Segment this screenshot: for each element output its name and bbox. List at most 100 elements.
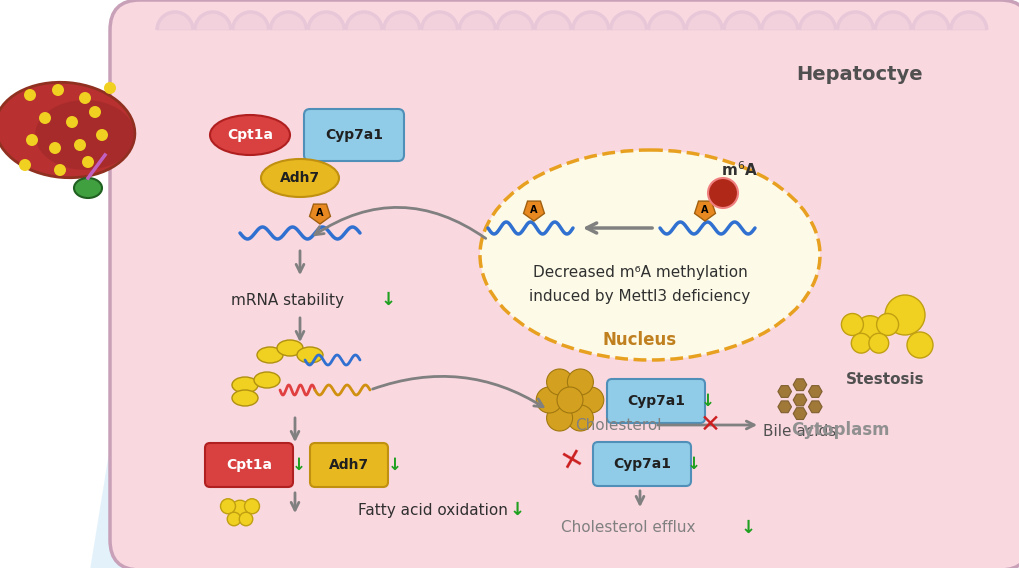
Polygon shape xyxy=(837,12,872,30)
Text: A: A xyxy=(316,208,323,218)
Polygon shape xyxy=(345,12,382,30)
Text: m$^6$A: m$^6$A xyxy=(720,161,758,179)
Text: ↓: ↓ xyxy=(687,455,700,473)
Polygon shape xyxy=(912,12,948,30)
Circle shape xyxy=(96,129,108,141)
Text: Cytoplasm: Cytoplasm xyxy=(790,421,889,439)
Circle shape xyxy=(25,134,38,146)
Ellipse shape xyxy=(480,150,819,360)
Text: Hepatoctye: Hepatoctye xyxy=(796,65,922,85)
Text: ↓: ↓ xyxy=(740,519,755,537)
Circle shape xyxy=(875,314,898,336)
FancyBboxPatch shape xyxy=(110,0,1019,568)
Polygon shape xyxy=(793,379,806,391)
Polygon shape xyxy=(950,12,985,30)
Circle shape xyxy=(52,84,64,96)
Text: ↓: ↓ xyxy=(387,456,401,474)
Ellipse shape xyxy=(254,372,280,388)
Ellipse shape xyxy=(277,340,303,356)
Circle shape xyxy=(39,112,51,124)
Circle shape xyxy=(567,405,593,431)
Text: ✕: ✕ xyxy=(699,413,719,437)
Polygon shape xyxy=(808,401,821,413)
Circle shape xyxy=(227,512,240,526)
Circle shape xyxy=(707,178,738,208)
Polygon shape xyxy=(523,201,544,221)
Circle shape xyxy=(239,512,253,526)
Polygon shape xyxy=(573,12,608,30)
FancyBboxPatch shape xyxy=(592,442,690,486)
Polygon shape xyxy=(793,394,806,406)
Circle shape xyxy=(906,332,932,358)
FancyBboxPatch shape xyxy=(310,443,387,487)
Text: A: A xyxy=(701,205,708,215)
Circle shape xyxy=(19,159,31,171)
Circle shape xyxy=(54,164,66,176)
Text: Cyp7a1: Cyp7a1 xyxy=(325,128,382,142)
Polygon shape xyxy=(874,12,910,30)
Polygon shape xyxy=(383,12,420,30)
Ellipse shape xyxy=(297,347,323,363)
Circle shape xyxy=(868,333,888,353)
Polygon shape xyxy=(309,204,330,224)
Polygon shape xyxy=(723,12,759,30)
Polygon shape xyxy=(308,12,343,30)
Text: Cpt1a: Cpt1a xyxy=(227,128,273,142)
Text: Cpt1a: Cpt1a xyxy=(226,458,272,472)
Circle shape xyxy=(546,405,572,431)
Text: induced by Mettl3 deficiency: induced by Mettl3 deficiency xyxy=(529,290,750,304)
Polygon shape xyxy=(694,201,714,221)
Text: Cholesterol: Cholesterol xyxy=(574,417,660,432)
Text: Adh7: Adh7 xyxy=(328,458,369,472)
Text: A: A xyxy=(530,205,537,215)
Polygon shape xyxy=(535,12,571,30)
Circle shape xyxy=(556,387,583,413)
Text: Bile acids: Bile acids xyxy=(762,424,836,440)
Circle shape xyxy=(230,500,250,520)
Circle shape xyxy=(66,116,77,128)
Polygon shape xyxy=(157,12,193,30)
FancyBboxPatch shape xyxy=(205,443,292,487)
Text: Fatty acid oxidation: Fatty acid oxidation xyxy=(358,503,507,517)
Polygon shape xyxy=(777,401,791,413)
Circle shape xyxy=(546,369,572,395)
Text: Decreased m⁶A methylation: Decreased m⁶A methylation xyxy=(532,265,747,281)
Text: Cyp7a1: Cyp7a1 xyxy=(627,394,685,408)
Circle shape xyxy=(855,316,883,344)
Polygon shape xyxy=(761,12,797,30)
Ellipse shape xyxy=(74,178,102,198)
Text: ✕: ✕ xyxy=(556,444,586,477)
Circle shape xyxy=(567,369,593,395)
Circle shape xyxy=(78,92,91,104)
Ellipse shape xyxy=(261,159,338,197)
Polygon shape xyxy=(459,12,495,30)
Polygon shape xyxy=(793,408,806,420)
Ellipse shape xyxy=(231,377,258,393)
Circle shape xyxy=(536,387,561,413)
Circle shape xyxy=(24,89,36,101)
Polygon shape xyxy=(777,386,791,398)
Polygon shape xyxy=(686,12,721,30)
Circle shape xyxy=(851,333,870,353)
Text: ↓: ↓ xyxy=(380,291,395,309)
Polygon shape xyxy=(610,12,646,30)
FancyBboxPatch shape xyxy=(304,109,404,161)
Polygon shape xyxy=(270,12,306,30)
Circle shape xyxy=(884,295,924,335)
Circle shape xyxy=(82,156,94,168)
Circle shape xyxy=(841,314,862,336)
Polygon shape xyxy=(648,12,684,30)
Text: mRNA stability: mRNA stability xyxy=(231,293,344,307)
Polygon shape xyxy=(232,12,268,30)
Text: ↓: ↓ xyxy=(508,501,524,519)
Polygon shape xyxy=(799,12,835,30)
Polygon shape xyxy=(496,12,533,30)
Circle shape xyxy=(577,387,603,413)
Ellipse shape xyxy=(231,390,258,406)
Circle shape xyxy=(89,106,101,118)
Polygon shape xyxy=(195,12,230,30)
Text: Cholesterol efflux: Cholesterol efflux xyxy=(560,520,695,536)
Circle shape xyxy=(220,499,235,513)
Polygon shape xyxy=(90,200,300,568)
Polygon shape xyxy=(808,386,821,398)
